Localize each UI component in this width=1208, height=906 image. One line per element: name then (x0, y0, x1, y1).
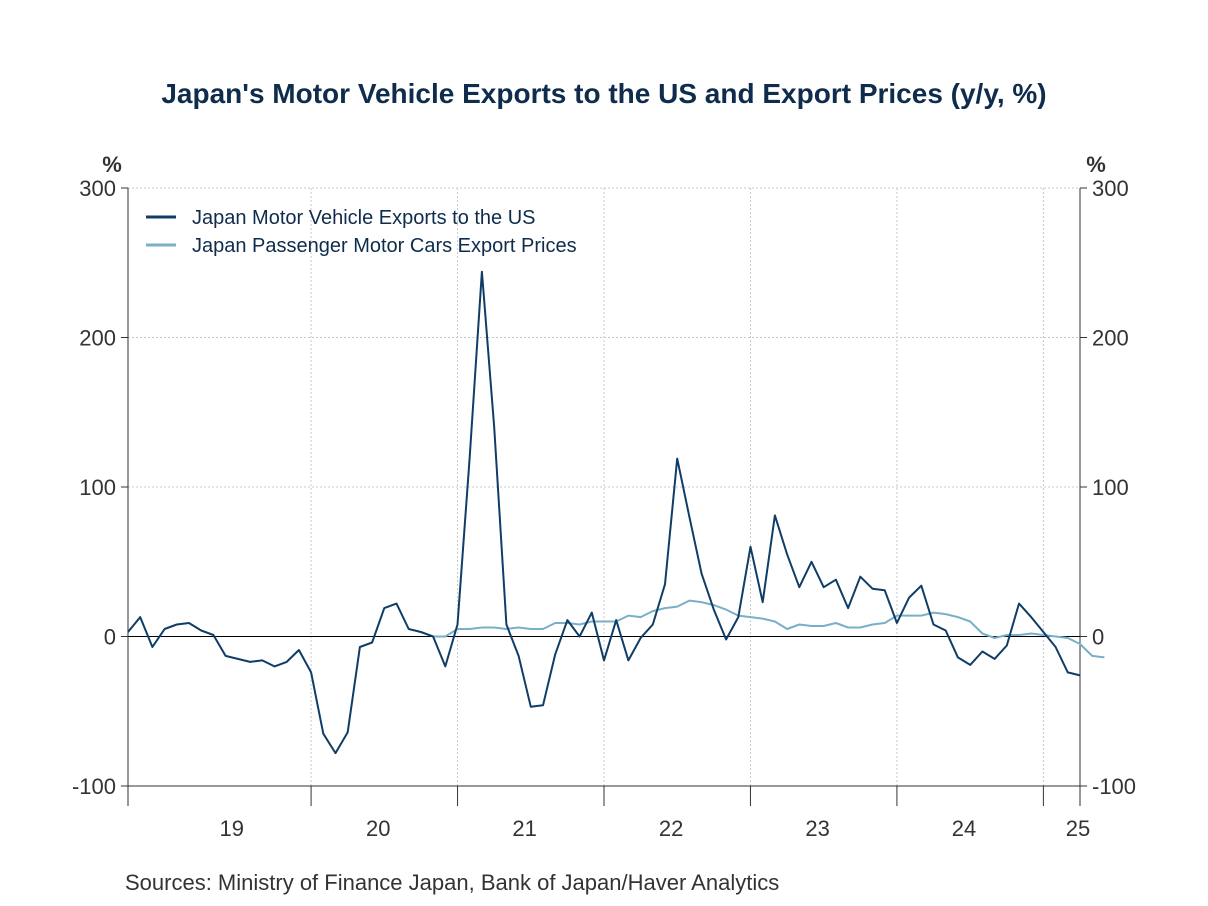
x-tick-label: 23 (805, 816, 829, 841)
right-y-tick-label: 100 (1092, 475, 1129, 500)
x-tick-label: 20 (366, 816, 390, 841)
left-y-tick-label: -100 (72, 774, 116, 799)
exports-legend-label: Japan Motor Vehicle Exports to the US (192, 207, 536, 229)
left-y-tick-label: 300 (79, 176, 116, 201)
x-tick-label: 24 (952, 816, 976, 841)
left-y-tick-label: 100 (79, 475, 116, 500)
right-y-tick-label: 300 (1092, 176, 1129, 201)
left-y-tick-label: 200 (79, 326, 116, 351)
x-tick-label: 19 (220, 816, 244, 841)
right-y-tick-label: 200 (1092, 326, 1129, 351)
right-y-tick-label: -100 (1092, 774, 1136, 799)
right-y-tick-label: 0 (1092, 625, 1104, 650)
source-note: Sources: Ministry of Finance Japan, Bank… (125, 870, 780, 895)
prices-legend-label: Japan Passenger Motor Cars Export Prices (192, 235, 577, 257)
prices-series-line (433, 599, 1105, 659)
right-unit-label: % (1086, 152, 1106, 177)
x-tick-label: 22 (659, 816, 683, 841)
x-tick-label: 25 (1066, 816, 1090, 841)
chart-title: Japan's Motor Vehicle Exports to the US … (161, 78, 1047, 109)
left-unit-label: % (102, 152, 122, 177)
exports-series-line (127, 270, 1081, 755)
x-tick-label: 21 (512, 816, 536, 841)
left-y-tick-label: 0 (104, 625, 116, 650)
